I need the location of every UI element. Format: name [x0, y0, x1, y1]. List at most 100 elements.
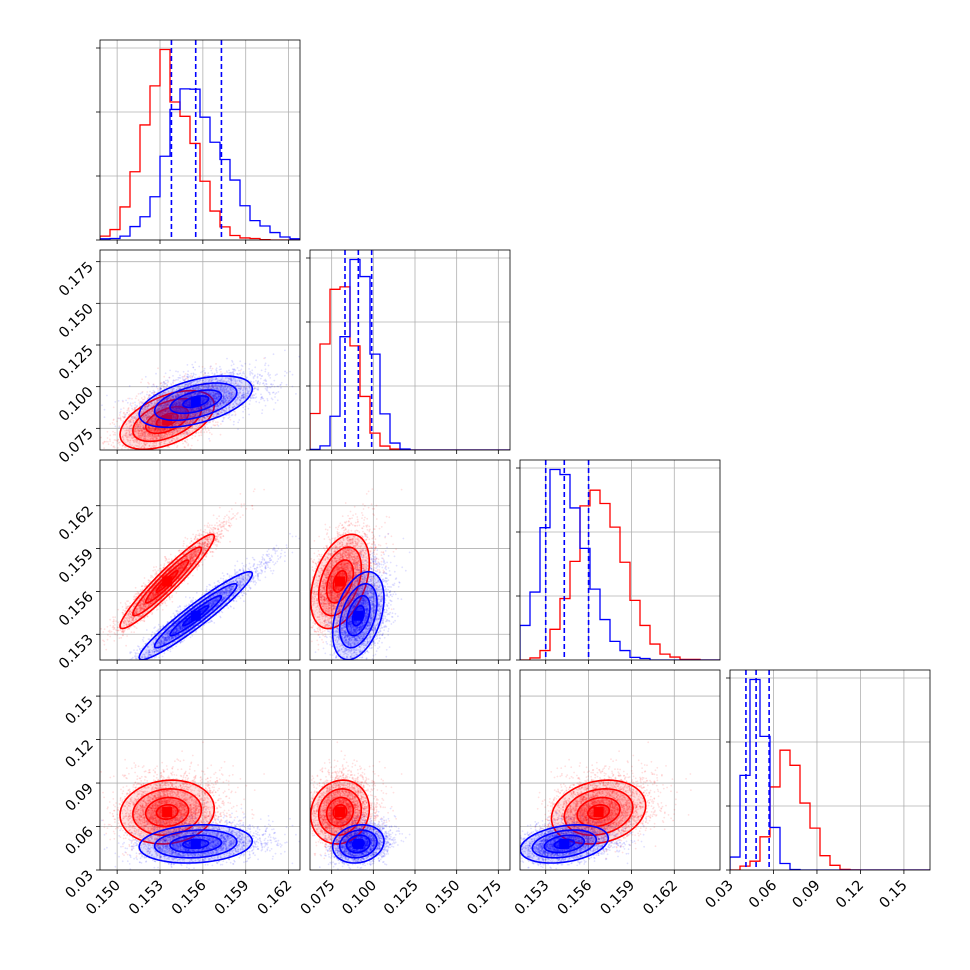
sample-point — [156, 387, 159, 390]
sample-point — [159, 412, 162, 414]
sample-point — [209, 387, 212, 390]
sample-point — [153, 429, 156, 432]
sample-point — [201, 416, 204, 419]
sample-point — [152, 436, 155, 438]
sample-point — [145, 416, 147, 419]
sample-point — [157, 453, 159, 455]
sample-point — [119, 417, 122, 420]
sample-point — [147, 403, 150, 406]
sample-point — [228, 372, 230, 374]
sample-point — [172, 414, 175, 417]
sample-point — [139, 425, 142, 428]
sample-point — [183, 435, 186, 438]
sample-point — [204, 404, 206, 407]
sample-point — [103, 440, 106, 443]
sample-point — [157, 435, 160, 438]
sample-point — [119, 416, 122, 419]
sample-point — [226, 396, 228, 399]
sample-point — [122, 453, 124, 455]
sample-point — [138, 402, 141, 405]
sample-point — [145, 418, 148, 421]
sample-point — [279, 384, 282, 386]
sample-point — [192, 393, 195, 396]
sample-point — [113, 445, 115, 447]
sample-point — [143, 419, 146, 422]
sample-point — [171, 425, 173, 427]
sample-point — [214, 401, 217, 403]
sample-point — [130, 405, 133, 407]
sample-point — [172, 414, 175, 417]
sample-point — [155, 372, 157, 375]
sample-point — [142, 398, 144, 401]
sample-point — [181, 416, 184, 419]
panel-0-0 — [96, 39, 301, 244]
sample-point — [175, 408, 178, 410]
sample-point — [274, 393, 277, 395]
sample-point — [141, 434, 144, 437]
sample-point — [182, 370, 185, 373]
sample-point — [175, 394, 177, 397]
sample-point — [214, 393, 217, 396]
sample-point — [141, 432, 144, 435]
sample-point — [165, 379, 167, 382]
sample-point — [151, 430, 154, 433]
sample-point — [180, 427, 182, 430]
sample-point — [128, 430, 131, 432]
sample-point — [280, 381, 283, 384]
sample-point — [205, 411, 207, 414]
sample-point — [200, 431, 203, 434]
sample-point — [128, 410, 131, 413]
sample-point — [138, 401, 141, 403]
sample-point — [184, 446, 186, 449]
sample-point — [140, 397, 143, 399]
sample-point — [202, 374, 205, 376]
sample-point — [216, 371, 218, 374]
sample-point — [148, 412, 151, 414]
sample-point — [181, 376, 184, 378]
sample-point — [144, 444, 147, 446]
sample-point — [147, 461, 149, 463]
sample-point — [215, 403, 218, 406]
sample-point — [149, 419, 152, 422]
sample-point — [190, 372, 193, 375]
sample-point — [107, 443, 110, 446]
sample-point — [263, 379, 266, 382]
sample-point — [152, 452, 154, 454]
sample-point — [114, 431, 116, 434]
sample-point — [215, 421, 217, 424]
sample-point — [205, 423, 208, 426]
sample-point — [178, 402, 181, 404]
sample-point — [225, 401, 228, 403]
sample-point — [233, 420, 235, 423]
sample-point — [106, 430, 109, 433]
sample-point — [254, 374, 256, 377]
sample-point — [137, 432, 140, 434]
sample-point — [113, 423, 116, 426]
sample-point — [276, 399, 279, 402]
sample-point — [143, 431, 146, 433]
sample-point — [131, 398, 133, 400]
sample-point — [178, 427, 181, 429]
sample-point — [174, 395, 177, 398]
sample-point — [163, 383, 166, 386]
sample-point — [130, 418, 133, 421]
sample-point — [142, 427, 145, 430]
sample-point — [203, 406, 206, 409]
sample-point — [149, 439, 152, 441]
sample-point — [127, 413, 130, 416]
sample-point — [152, 418, 155, 421]
sample-point — [198, 434, 201, 437]
sample-point — [164, 452, 166, 454]
sample-point — [132, 419, 135, 422]
sample-point — [134, 425, 137, 428]
sample-point — [158, 428, 161, 430]
sample-point — [176, 402, 178, 405]
sample-point — [166, 451, 168, 453]
sample-point — [239, 360, 242, 363]
sample-point — [203, 404, 206, 407]
sample-point — [123, 454, 125, 456]
sample-point — [178, 393, 181, 396]
sample-point — [146, 393, 148, 396]
sample-point — [173, 431, 176, 434]
sample-point — [244, 408, 247, 411]
